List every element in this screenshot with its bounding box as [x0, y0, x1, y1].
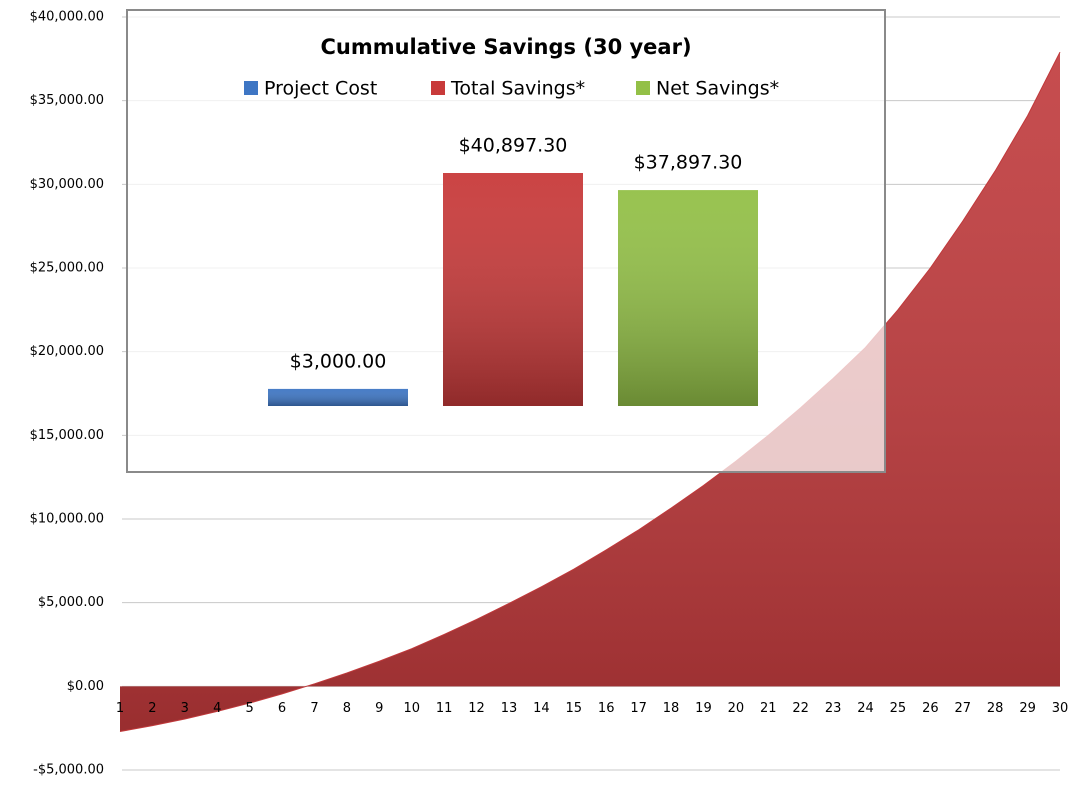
y-tick-label: -$5,000.00 — [33, 763, 104, 778]
x-tick-label: 4 — [213, 701, 221, 716]
legend-label: Net Savings* — [656, 78, 779, 100]
x-tick-label: 1 — [116, 701, 124, 716]
x-tick-label: 15 — [566, 701, 583, 716]
x-tick-label: 3 — [181, 701, 189, 716]
area-line — [119, 51, 1061, 733]
x-tick-label: 16 — [598, 701, 615, 716]
y-tick-label: $20,000.00 — [30, 344, 104, 359]
y-tick-label: $5,000.00 — [38, 595, 104, 610]
x-tick-label: 20 — [728, 701, 745, 716]
legend-swatch — [636, 81, 650, 95]
x-tick-label: 13 — [501, 701, 518, 716]
legend-swatch — [244, 81, 258, 95]
y-tick-label: $25,000.00 — [30, 261, 104, 276]
bar-shade — [618, 190, 758, 406]
bar-shade — [268, 388, 408, 406]
y-tick-label: $15,000.00 — [30, 428, 104, 443]
x-tick-label: 28 — [987, 701, 1004, 716]
x-tick-label: 14 — [533, 701, 550, 716]
value-label: $37,897.30 — [634, 152, 743, 174]
x-tick-label: 25 — [890, 701, 907, 716]
x-tick-label: 27 — [954, 701, 971, 716]
value-label: $40,897.30 — [459, 135, 568, 157]
y-tick-label: $35,000.00 — [30, 93, 104, 108]
chart-title: Cummulative Savings (30 year) — [320, 35, 691, 59]
area-shade — [120, 52, 1060, 732]
x-tick-label: 29 — [1019, 701, 1036, 716]
y-tick-label: $10,000.00 — [30, 512, 104, 527]
x-tick-label: 24 — [857, 701, 874, 716]
x-tick-label: 26 — [922, 701, 939, 716]
x-tick-label: 10 — [403, 701, 420, 716]
x-tick-label: 5 — [246, 701, 254, 716]
x-tick-label: 12 — [468, 701, 485, 716]
x-tick-label: 18 — [663, 701, 680, 716]
x-tick-label: 2 — [148, 701, 156, 716]
x-tick-label: 30 — [1052, 701, 1069, 716]
x-tick-label: 21 — [760, 701, 777, 716]
x-tick-label: 9 — [375, 701, 383, 716]
legend-swatch — [431, 81, 445, 95]
legend-label: Total Savings* — [450, 78, 585, 100]
x-tick-label: 7 — [310, 701, 318, 716]
x-tick-label: 23 — [825, 701, 842, 716]
x-tick-label: 17 — [630, 701, 647, 716]
y-tick-label: $0.00 — [67, 679, 104, 694]
y-tick-label: $40,000.00 — [30, 10, 104, 25]
x-tick-label: 8 — [343, 701, 351, 716]
x-tick-label: 11 — [436, 701, 453, 716]
value-label: $3,000.00 — [290, 350, 387, 372]
y-tick-label: $30,000.00 — [30, 177, 104, 192]
x-tick-label: 6 — [278, 701, 286, 716]
x-tick-label: 19 — [695, 701, 712, 716]
x-tick-label: 22 — [792, 701, 809, 716]
legend-label: Project Cost — [264, 78, 377, 100]
bar-shade — [443, 173, 583, 406]
